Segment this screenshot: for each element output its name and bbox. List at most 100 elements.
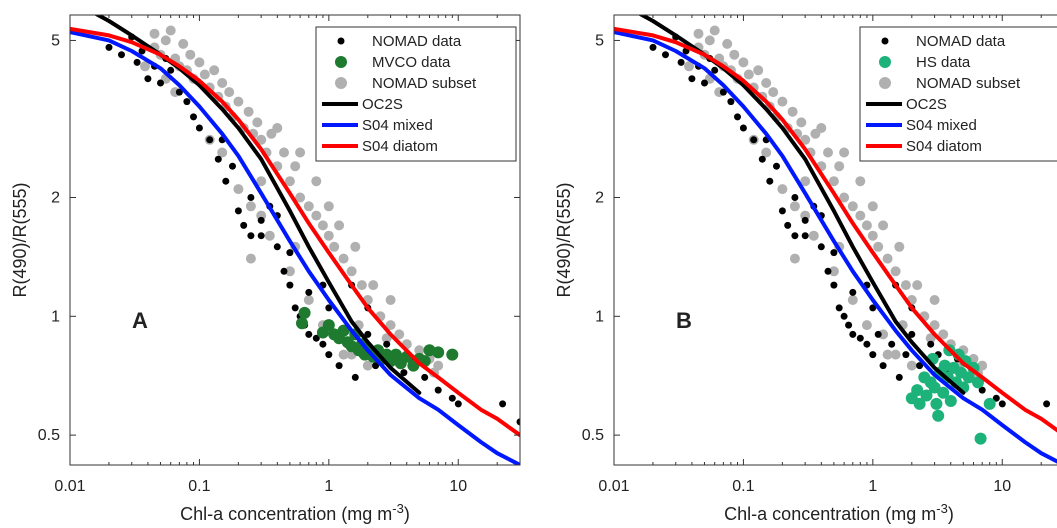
curve-s04-diatom [614,26,1057,433]
data-point [351,373,359,381]
data-point [722,38,733,49]
data-point [856,334,864,342]
data-point [400,369,408,377]
legend-swatch-dot [337,37,345,45]
data-point [454,400,462,408]
data-point [849,330,857,338]
data-point [709,25,720,36]
data-point [432,346,445,359]
data-point [305,330,313,338]
legend-label: OC2S [362,96,403,113]
data-point [828,266,839,277]
x-axis-label-superscript: -3 [936,501,948,516]
y-tick-label: 5 [595,32,604,49]
data-point [305,288,313,296]
data-point [787,106,798,117]
data-point [243,106,254,117]
panel-label: B [676,308,692,333]
x-tick-label: 1 [324,478,333,495]
data-point [209,65,220,76]
data-point [233,184,244,195]
data-point [140,61,150,72]
data-point [217,78,228,88]
data-point [295,192,306,203]
data-point [693,28,704,39]
data-point [847,201,858,212]
data-point [325,304,333,312]
data-point [902,351,910,359]
legend-box [315,26,517,162]
data-point [303,295,314,305]
y-tick-label: 2 [595,189,604,206]
data-point [247,232,255,240]
legend-label: HS data [916,54,971,71]
y-tick-label: 0.5 [38,427,60,444]
data-point [394,329,405,340]
data-point [972,376,984,389]
data-point [849,288,857,296]
x-axis-label: Chl-a concentration (mg m-3) [180,501,410,524]
data-point [916,362,924,370]
data-point [144,75,152,83]
plot-area [70,15,520,465]
data-point [222,177,230,185]
data-point [284,266,295,277]
data-point [937,386,950,399]
legend-label: S04 mixed [362,117,433,134]
legend-swatch-dot [335,56,347,68]
data-point [257,216,265,224]
legend: NOMAD data HS data NOMAD subset OC2S S04 mix… [859,26,1057,162]
data-point [335,362,343,370]
data-point [929,320,940,331]
data-point [338,349,349,360]
data-point [830,281,838,289]
data-point [662,51,669,59]
data-point [869,304,877,312]
data-point [105,43,113,51]
data-point [257,232,265,240]
plot-area [614,15,1057,464]
data-point [761,147,772,158]
data-point [828,176,839,187]
data-point [983,397,996,410]
panel-a: 0.01 0.1 1 10 0.5 1 2 5 Chl-a concentration (mg … [10,14,521,524]
legend-label: MVCO data [372,54,451,71]
data-point [224,87,235,98]
data-point [711,66,719,74]
x-tick-label: 0.1 [188,478,210,495]
data-point [777,184,788,195]
data-point [245,253,256,264]
data-point [295,147,306,158]
data-point [839,147,850,158]
data-point [291,304,299,312]
data-point [280,267,288,275]
data-point [414,345,425,356]
data-point [816,123,827,133]
data-point [867,201,878,212]
curve-s04-mixed [614,30,1057,464]
curve-oc2s [637,15,966,395]
legend-label: NOMAD data [372,33,462,50]
x-axis-label-text: Chl-a concentration (mg m [180,504,392,524]
data-point [338,253,349,264]
data-point [252,117,263,128]
data-point [778,207,786,215]
data-point [845,321,853,329]
data-point [719,88,727,96]
data-point [385,320,396,331]
data-point [796,117,807,128]
data-point [913,397,926,410]
data-point [861,220,872,231]
data-point [791,194,799,201]
data-point [303,201,314,212]
data-point [855,176,866,187]
data-point [761,78,772,88]
data-point [296,317,308,330]
data-point [894,241,905,252]
data-point [938,329,949,340]
data-point [911,384,924,397]
data-point [801,232,809,240]
data-point [766,177,774,185]
data-point [768,87,779,98]
y-tick-label: 0.5 [582,427,604,444]
